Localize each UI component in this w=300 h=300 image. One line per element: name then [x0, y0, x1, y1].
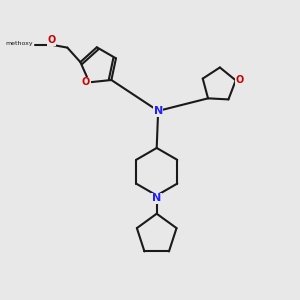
- Text: methoxy: methoxy: [5, 41, 33, 46]
- Text: O: O: [47, 35, 56, 45]
- Text: O: O: [82, 77, 90, 87]
- Text: N: N: [152, 194, 161, 203]
- Text: O: O: [236, 75, 244, 85]
- Text: N: N: [154, 106, 163, 116]
